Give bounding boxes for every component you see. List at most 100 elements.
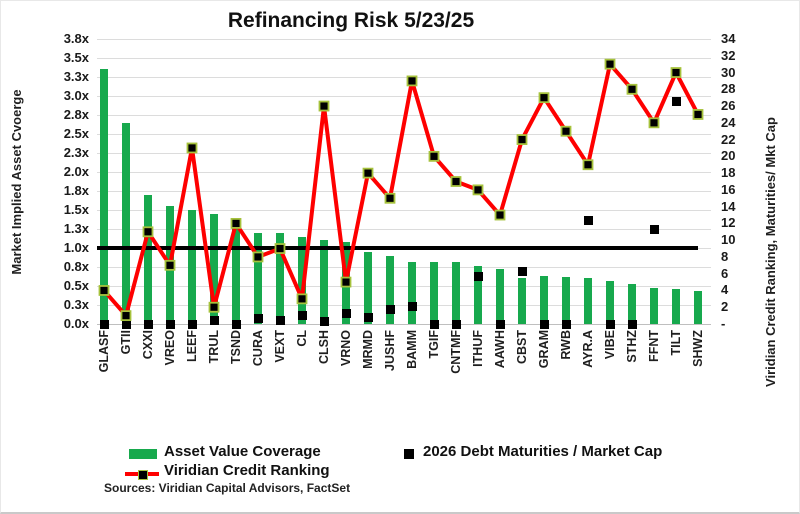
bar-BAMM bbox=[408, 261, 416, 324]
line-marker-icon bbox=[138, 470, 148, 480]
x-axis-category-label: MRMD bbox=[361, 330, 375, 369]
line-marker-LEEF bbox=[186, 142, 198, 154]
left-axis-tick-label: 1.0x bbox=[63, 240, 89, 255]
left-axis-tick-label: 0.8x bbox=[63, 259, 89, 274]
x-axis-category-label: CL bbox=[295, 330, 309, 347]
reference-line bbox=[97, 246, 698, 250]
x-axis-category-label: LEEF bbox=[185, 330, 199, 362]
debt-square-CLSH bbox=[319, 317, 329, 327]
line-marker-STHZ bbox=[626, 83, 638, 95]
gridline bbox=[97, 114, 711, 116]
right-axis-tick-label: 20 bbox=[721, 148, 736, 164]
debt-square-FFNT bbox=[649, 224, 659, 234]
legend-label-debt-maturities: 2026 Debt Maturities / Market Cap bbox=[423, 443, 663, 460]
bar-TILT bbox=[672, 289, 680, 324]
bar-GRAM bbox=[540, 276, 548, 324]
bar-FFNT bbox=[650, 287, 658, 324]
right-axis-tick-label: 32 bbox=[721, 47, 736, 63]
x-axis-line bbox=[97, 324, 711, 325]
x-axis-category-label: AYR.A bbox=[581, 330, 595, 368]
line-marker-CNTMF bbox=[450, 176, 462, 187]
debt-square-TSND bbox=[231, 319, 241, 329]
x-axis-category-label: CURA bbox=[251, 330, 265, 367]
gridline bbox=[97, 57, 711, 59]
left-axis-tick-label: 2.0x bbox=[63, 164, 89, 179]
left-axis-tick-label: 1.5x bbox=[63, 202, 89, 217]
right-axis-tick-label: 18 bbox=[721, 165, 736, 181]
x-axis-category-label: GTII bbox=[119, 330, 133, 355]
debt-square-CURA bbox=[253, 313, 263, 323]
left-axis-tick-label: 3.0x bbox=[63, 88, 89, 103]
debt-square-GLASF bbox=[99, 319, 109, 329]
bar-TSND bbox=[232, 225, 240, 324]
bar-RWB bbox=[562, 276, 570, 324]
right-axis-tick-label: 28 bbox=[721, 81, 736, 97]
x-axis-category-label: STHZ bbox=[625, 330, 639, 363]
right-axis-tick-label: 4 bbox=[721, 282, 729, 298]
bar-AYR.A bbox=[584, 277, 592, 324]
bar-CXXI bbox=[144, 194, 152, 324]
line-marker-BAMM bbox=[406, 75, 418, 87]
legend-square-swatch bbox=[404, 449, 414, 459]
bar-TRUL bbox=[210, 213, 218, 324]
x-axis-category-label: VRNO bbox=[339, 330, 353, 367]
debt-square-ITHUF bbox=[473, 271, 483, 281]
left-axis-title: Market Implied Asset Cvoerge bbox=[9, 89, 24, 275]
right-axis-tick-label: 16 bbox=[721, 181, 736, 197]
debt-square-CL bbox=[297, 311, 307, 321]
debt-square-CXXI bbox=[143, 319, 153, 329]
debt-square-GTII bbox=[121, 319, 131, 329]
gridline bbox=[97, 190, 711, 192]
gridline bbox=[97, 76, 711, 78]
legend-label-viridian-credit-ranking: Viridian Credit Ranking bbox=[164, 462, 330, 479]
gridline bbox=[97, 95, 711, 97]
bar-CBST bbox=[518, 277, 526, 324]
bar-VIBE bbox=[606, 280, 614, 324]
left-axis-tick-label: 0.3x bbox=[63, 297, 89, 312]
debt-square-GRAM bbox=[539, 319, 549, 329]
x-axis-category-label: TGIF bbox=[427, 330, 441, 359]
x-axis-category-label: GRAM bbox=[537, 330, 551, 369]
legend-line-swatch bbox=[125, 469, 159, 480]
bar-CNTMF bbox=[452, 261, 460, 324]
bar-VREO bbox=[166, 206, 174, 324]
right-axis-tick-label: 2 bbox=[721, 299, 729, 315]
x-axis-category-label: AAWH bbox=[493, 330, 507, 369]
x-axis-category-label: ITHUF bbox=[471, 330, 485, 367]
left-axis-tick-label: 3.8x bbox=[63, 31, 89, 46]
left-axis-tick-label: 0.5x bbox=[63, 278, 89, 293]
right-axis-tick-label: 24 bbox=[721, 114, 736, 130]
x-axis-category-label: VIBE bbox=[603, 330, 617, 360]
right-axis-tick-label: 14 bbox=[721, 198, 736, 214]
left-axis-tick-label: 3.3x bbox=[63, 69, 89, 84]
x-axis-category-label: CNTMF bbox=[449, 330, 463, 374]
debt-square-VIBE bbox=[605, 319, 615, 329]
debt-square-TRUL bbox=[209, 315, 219, 325]
debt-square-LEEF bbox=[187, 319, 197, 329]
x-axis-category-label: SHWZ bbox=[691, 330, 705, 367]
x-axis-category-label: CLSH bbox=[317, 330, 331, 365]
debt-square-TILT bbox=[671, 96, 681, 106]
debt-square-CBST bbox=[517, 266, 527, 276]
chart-title: Refinancing Risk 5/23/25 bbox=[227, 9, 475, 32]
bar-GTII bbox=[122, 122, 130, 324]
left-axis-tick-label: 2.5x bbox=[63, 126, 89, 141]
left-axis-tick-label: 3.5x bbox=[63, 50, 89, 65]
debt-square-MRMD bbox=[363, 313, 373, 323]
right-axis-tick-label: 34 bbox=[721, 31, 736, 46]
right-axis-tick-label: 8 bbox=[721, 248, 729, 264]
left-axis-tick-label: 2.3x bbox=[63, 145, 89, 160]
right-axis-tick-label: 10 bbox=[721, 232, 736, 248]
x-axis-category-label: JUSHF bbox=[383, 330, 397, 371]
legend-label-asset-value-coverage: Asset Value Coverage bbox=[164, 443, 321, 460]
debt-square-BAMM bbox=[407, 301, 417, 311]
debt-square-AYR.A bbox=[583, 215, 593, 225]
gridline bbox=[97, 133, 711, 135]
gridline bbox=[97, 152, 711, 154]
debt-square-JUSHF bbox=[385, 305, 395, 315]
bar-SHWZ bbox=[694, 291, 702, 324]
line-marker-CLSH bbox=[318, 100, 330, 112]
line-marker-JUSHF bbox=[384, 192, 396, 204]
left-axis-tick-label: 1.3x bbox=[63, 221, 89, 236]
